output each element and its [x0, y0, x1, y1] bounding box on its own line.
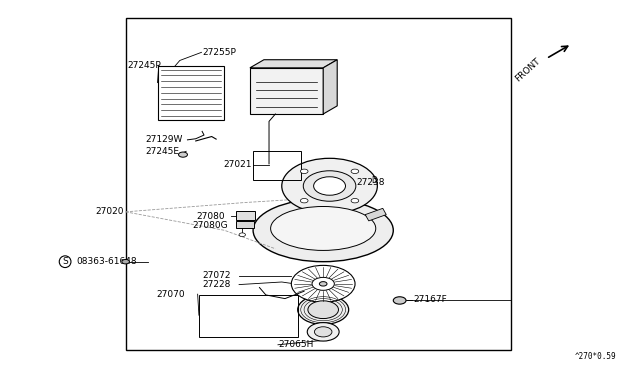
Text: 27072: 27072 — [202, 271, 230, 280]
Circle shape — [351, 199, 359, 203]
Bar — [157, 66, 225, 119]
Text: 27238: 27238 — [356, 178, 385, 187]
Text: 27129W: 27129W — [145, 135, 183, 144]
Polygon shape — [250, 60, 337, 68]
Polygon shape — [250, 68, 323, 114]
Ellipse shape — [253, 199, 394, 262]
Polygon shape — [323, 60, 337, 114]
Bar — [236, 221, 253, 228]
Circle shape — [291, 265, 355, 302]
Text: 27070: 27070 — [156, 290, 185, 299]
Text: 27167F: 27167F — [413, 295, 447, 304]
Text: 27080G: 27080G — [193, 221, 228, 230]
Bar — [253, 151, 301, 180]
Bar — [125, 18, 511, 350]
Text: 27020: 27020 — [96, 206, 124, 216]
Circle shape — [319, 282, 327, 286]
Bar — [199, 295, 298, 337]
Circle shape — [122, 260, 129, 264]
Text: ^270*0.59: ^270*0.59 — [575, 352, 616, 361]
Circle shape — [307, 323, 339, 341]
Ellipse shape — [271, 206, 376, 250]
Circle shape — [282, 158, 378, 214]
Circle shape — [312, 278, 334, 290]
Circle shape — [314, 177, 346, 195]
Text: 27080: 27080 — [196, 212, 225, 221]
Circle shape — [300, 199, 308, 203]
Circle shape — [394, 297, 406, 304]
Text: 08363-61648: 08363-61648 — [76, 257, 136, 266]
Text: D: D — [371, 176, 377, 185]
Circle shape — [239, 233, 246, 237]
Circle shape — [308, 301, 339, 318]
Polygon shape — [365, 208, 387, 221]
Circle shape — [298, 295, 349, 324]
Text: 27228: 27228 — [202, 280, 230, 289]
Circle shape — [303, 171, 356, 201]
Circle shape — [314, 327, 332, 337]
Text: 27245E: 27245E — [145, 147, 179, 156]
Circle shape — [179, 152, 188, 157]
Text: 27021: 27021 — [223, 160, 252, 169]
Text: S: S — [62, 257, 68, 266]
Text: FRONT: FRONT — [513, 57, 541, 84]
Text: 27245P: 27245P — [127, 61, 161, 70]
Text: 27065H: 27065H — [278, 340, 314, 349]
Bar — [236, 211, 255, 220]
Text: 27255P: 27255P — [203, 48, 237, 57]
Circle shape — [300, 169, 308, 173]
Circle shape — [351, 169, 359, 173]
